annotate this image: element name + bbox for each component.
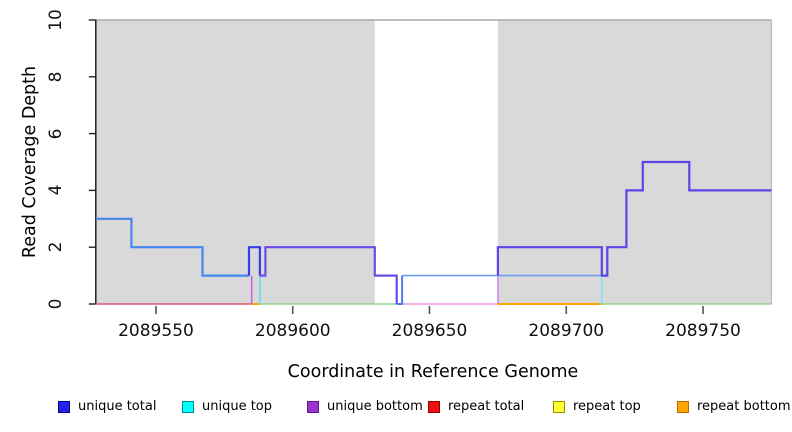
series-unique-total-dip (396, 275, 404, 305)
legend-item-unique-total: unique total (58, 399, 156, 414)
y-axis-title: Read Coverage Depth (20, 65, 40, 259)
legend-swatch-repeat-total-icon (428, 400, 440, 413)
legend-swatch-unique-top-icon (182, 400, 194, 413)
masked-region (95, 20, 375, 304)
legend-label-repeat-bottom: repeat bottom (697, 399, 791, 414)
legend-item-repeat-bottom: repeat bottom (677, 399, 791, 414)
legend-label-repeat-total: repeat total (448, 399, 525, 414)
legend-swatch-unique-bottom-icon (307, 400, 319, 413)
legend-swatch-unique-total-icon (58, 400, 70, 413)
series-unique-bottom-mid (259, 246, 398, 304)
legend-item-repeat-total: repeat total (428, 399, 524, 414)
legend-item-unique-top: unique top (182, 399, 272, 414)
legend-label-unique-total: unique total (78, 399, 157, 414)
legend-item-unique-bottom: unique bottom (307, 399, 423, 414)
legend-label-unique-top: unique top (202, 399, 273, 414)
legend-swatch-repeat-top-icon (553, 400, 565, 413)
legend-label-unique-bottom: unique bottom (327, 399, 423, 414)
series-unique-bottom-right (496, 160, 772, 277)
masked-region (497, 20, 772, 304)
legend-item-repeat-top: repeat top (553, 399, 641, 414)
legend-label-repeat-top: repeat top (573, 399, 641, 414)
legend-swatch-repeat-bottom-icon (677, 400, 689, 413)
x-axis-title: Coordinate in Reference Genome (287, 362, 579, 382)
series-unique-total-box (247, 246, 261, 276)
series-unique-total-left (95, 217, 249, 277)
